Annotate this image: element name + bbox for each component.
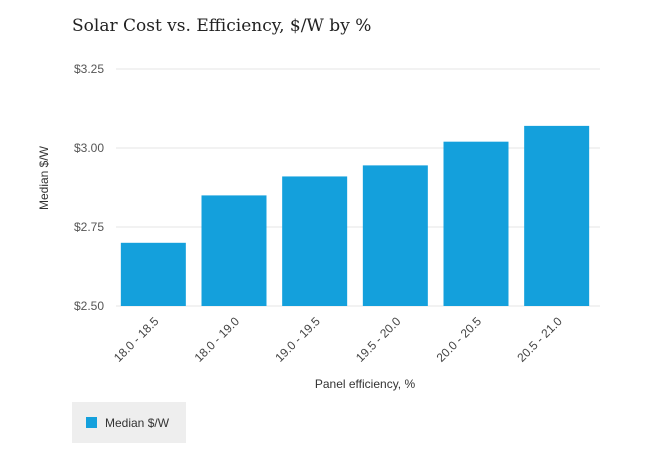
bar: [282, 176, 348, 306]
legend-label: Median $/W: [105, 415, 170, 430]
bar-chart: $2.50$2.75$3.00$3.25 18.0 - 18.5 18.0 - 1…: [37, 62, 600, 391]
x-tick-label: 19.5 - 20.0: [353, 314, 404, 365]
y-tick-label: $3.00: [74, 141, 104, 155]
legend: Median $/W: [72, 402, 186, 443]
chart-title: Solar Cost vs. Efficiency, $/W by %: [72, 16, 372, 36]
x-tick-label: 18.0 - 19.0: [192, 314, 243, 365]
bars: [120, 125, 590, 306]
gridlines: [116, 68, 600, 307]
x-axis-ticks: 18.0 - 18.5 18.0 - 19.0 19.0 - 19.5 19.5 - …: [111, 314, 565, 365]
bar: [524, 125, 590, 306]
bar: [443, 141, 509, 306]
x-tick-label: 20.0 - 20.5: [434, 314, 485, 365]
y-axis-label: Median $/W: [37, 145, 51, 210]
y-tick-label: $2.75: [74, 220, 104, 234]
bar: [362, 165, 428, 306]
y-tick-label: $2.50: [74, 299, 104, 313]
legend-swatch: [86, 417, 97, 428]
bar: [201, 195, 267, 306]
x-tick-label: 19.0 - 19.5: [272, 314, 323, 365]
x-axis-label: Panel efficiency, %: [315, 377, 416, 391]
x-tick-label: 18.0 - 18.5: [111, 314, 162, 365]
bar: [120, 242, 186, 306]
y-axis-ticks: $2.50 $2.75 $3.00 $3.25: [74, 62, 104, 313]
y-tick-label: $3.25: [74, 62, 104, 76]
x-tick-label: 20.5 - 21.0: [514, 314, 565, 365]
